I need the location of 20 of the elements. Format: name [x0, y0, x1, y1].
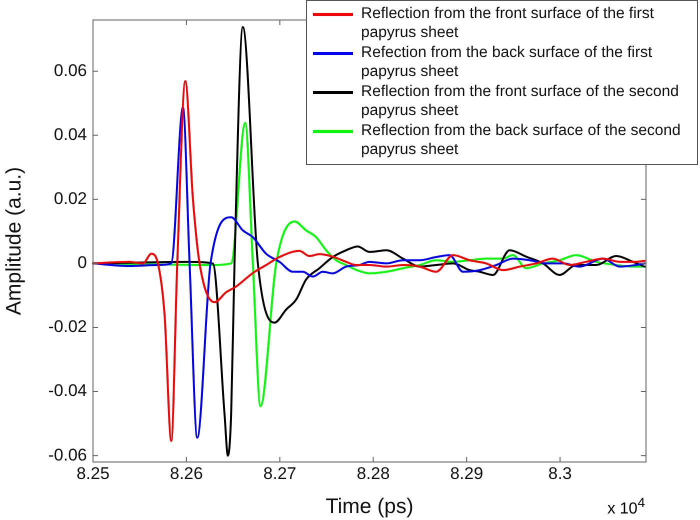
x-tick-label: 8.25 — [76, 464, 110, 483]
x-axis-title: Time (ps) — [326, 495, 414, 518]
y-tick-label: 0.06 — [54, 60, 87, 80]
legend-label: Reflection from the front surface of the second papyrus sheet — [361, 82, 680, 120]
x-tick-label: 8.3 — [548, 464, 572, 483]
y-tick-label: 0 — [78, 253, 87, 272]
y-tick-label: -0.02 — [48, 317, 87, 336]
legend-label: Refection from the back surface of the first papyrus sheet — [361, 43, 654, 81]
legend-label: Reflection from the back surface of the second papyrus sheet — [361, 121, 682, 159]
text: x 10$^{4}$ — [607, 494, 645, 518]
y-tick-label: -0.04 — [48, 381, 87, 400]
x-tick-label: 8.28 — [356, 464, 390, 483]
y-axis-title: Amplitude (a.u.) — [2, 166, 26, 316]
x-tick-label: 8.29 — [450, 464, 484, 483]
y-tick-label: 0.02 — [54, 189, 87, 208]
x-tick-label: 8.27 — [263, 464, 296, 483]
y-tick-label: -0.06 — [48, 445, 87, 464]
x-tick-label: 8.26 — [170, 464, 203, 483]
y-tick-label: 0.04 — [54, 124, 87, 144]
legend-label: Reflection from the front surface of the first papyrus sheet — [361, 4, 655, 42]
